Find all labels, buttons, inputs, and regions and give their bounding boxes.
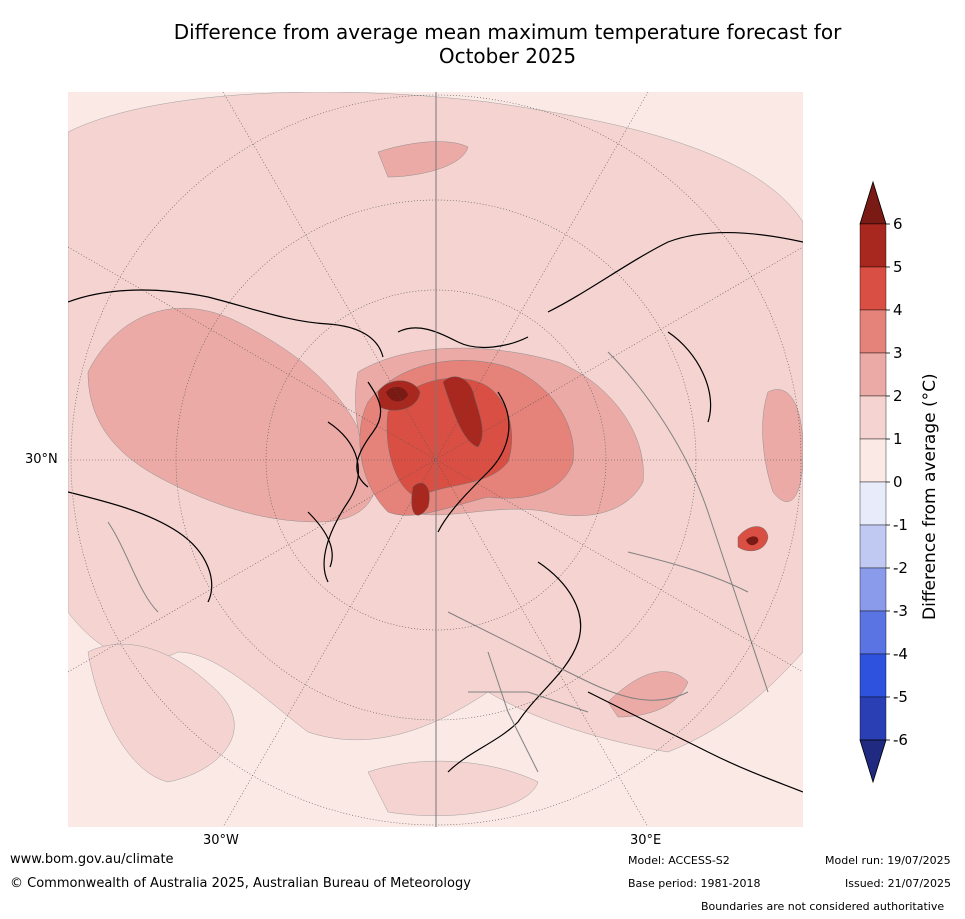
forecast-map <box>67 91 804 828</box>
colorbar-segment <box>859 309 887 354</box>
colorbar-tick-label: 1 <box>893 430 903 448</box>
colorbar-segment <box>859 696 887 741</box>
band-6-plus-a <box>386 386 408 402</box>
longitude-label-east: 30°E <box>630 833 662 848</box>
map-canvas <box>68 92 803 827</box>
colorbar-tick-label: 2 <box>893 387 903 405</box>
title-line-2: October 2025 <box>438 44 577 68</box>
colorbar-over-arrow <box>859 180 887 225</box>
title-line-1: Difference from average mean maximum tem… <box>173 20 842 44</box>
band-1-2-medit <box>367 760 539 816</box>
band-2-3-north <box>377 141 469 178</box>
website-link[interactable]: www.bom.gov.au/climate <box>10 852 174 867</box>
colorbar-segment <box>859 223 887 268</box>
colorbar-segment <box>859 395 887 440</box>
colorbar-tick-label: -6 <box>893 731 908 749</box>
colorbar-title: Difference from average (°C) <box>920 373 940 620</box>
colorbar-tick-label: -4 <box>893 645 908 663</box>
colorbar-tick-label: 3 <box>893 344 903 362</box>
colorbar-graphic: 6 5 4 3 2 1 0 -1 -2 -3 -4 -5 -6 <box>859 180 908 784</box>
colorbar-segment <box>859 524 887 569</box>
model-name: Model: ACCESS-S2 <box>628 854 730 867</box>
coastlines <box>68 231 803 793</box>
band-1-2-south <box>87 644 235 783</box>
colorbar-under-arrow <box>859 739 887 784</box>
colorbar-tick-label: 6 <box>893 215 903 233</box>
colorbar-tick-label: -2 <box>893 559 908 577</box>
colorbar-segment <box>859 653 887 698</box>
colorbar: 6 5 4 3 2 1 0 -1 -2 -3 -4 -5 -6 <box>855 180 925 789</box>
band-2-3-east <box>762 389 803 502</box>
map-title: Difference from average mean maximum tem… <box>0 20 965 68</box>
band-6-plus-b <box>746 536 759 546</box>
colorbar-tick-label: 4 <box>893 301 903 319</box>
latitude-label: 30°N <box>25 452 58 467</box>
boundary-disclaimer: Boundaries are not considered authoritat… <box>701 900 945 913</box>
colorbar-segment <box>859 610 887 655</box>
country-borders <box>107 351 769 773</box>
colorbar-tick-label: 5 <box>893 258 903 276</box>
colorbar-segment <box>859 266 887 311</box>
issued-date: Issued: 21/07/2025 <box>845 877 952 890</box>
longitude-label-west: 30°W <box>203 833 239 848</box>
band-5-6-c <box>411 482 430 516</box>
colorbar-tick-label: -1 <box>893 516 908 534</box>
colorbar-segment <box>859 352 887 397</box>
colorbar-segment <box>859 438 887 483</box>
model-run-date: Model run: 19/07/2025 <box>825 854 951 867</box>
band-2-3-asia <box>607 671 689 718</box>
colorbar-segment <box>859 481 887 526</box>
copyright-text: © Commonwealth of Australia 2025, Austra… <box>10 876 471 891</box>
base-period: Base period: 1981-2018 <box>628 877 761 890</box>
colorbar-segment <box>859 567 887 612</box>
colorbar-tick-label: -3 <box>893 602 908 620</box>
colorbar-tick-label: -5 <box>893 688 908 706</box>
band-5-6-b <box>442 376 483 448</box>
colorbar-tick-label: 0 <box>893 473 903 491</box>
